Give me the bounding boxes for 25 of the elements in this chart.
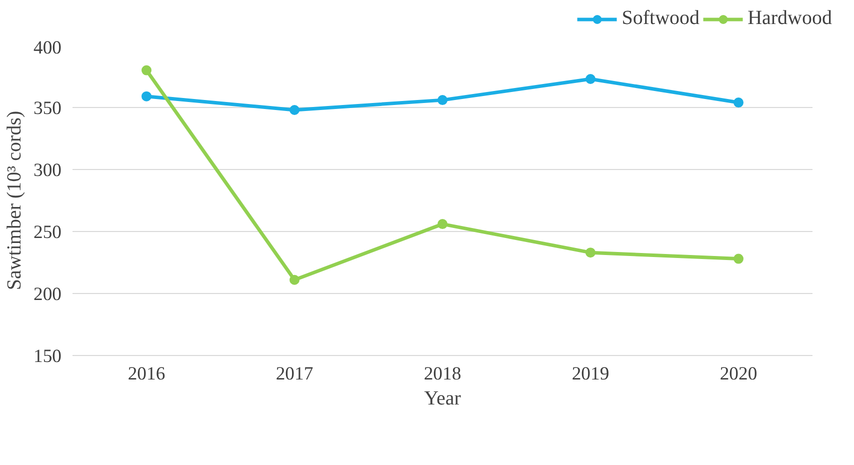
x-tick-label: 2016 — [128, 364, 166, 384]
legend-label: Hardwood — [748, 7, 832, 30]
point — [438, 219, 448, 230]
point — [734, 98, 744, 108]
x-tick-label: 2020 — [720, 364, 758, 384]
point — [438, 95, 448, 106]
x-axis-title: Year — [424, 388, 462, 410]
y-tick-label: 350 — [34, 98, 62, 119]
point — [142, 65, 152, 76]
point — [290, 274, 300, 285]
point — [586, 248, 596, 258]
y-tick-label: 400 — [34, 38, 62, 58]
point — [586, 74, 596, 84]
y-tick-label: 150 — [34, 346, 62, 367]
y-axis-title: Sawtimber (10³ cords) — [4, 110, 26, 290]
point — [734, 254, 744, 264]
y-tick-label: 200 — [34, 284, 62, 305]
point — [142, 91, 152, 102]
legend-label: Softwood — [622, 7, 700, 30]
y-tick-label: 250 — [34, 222, 62, 243]
point — [290, 104, 300, 115]
x-tick-label: 2017 — [276, 364, 314, 384]
x-tick-label: 2018 — [424, 364, 462, 384]
y-tick-label: 300 — [34, 160, 62, 181]
x-tick-label: 2019 — [572, 364, 610, 384]
